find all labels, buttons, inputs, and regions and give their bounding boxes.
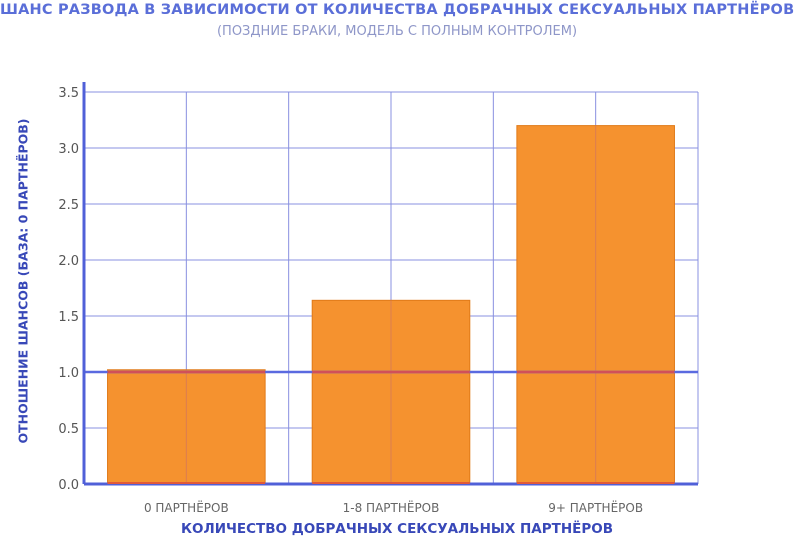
x-tick-labels: 0 ПАРТНЁРОВ 1-8 ПАРТНЁРОВ 9+ ПАРТНЁРОВ [144,500,643,515]
x-tick-label: 9+ ПАРТНЁРОВ [548,500,643,515]
y-axis-label: ОТНОШЕНИЕ ШАНСОВ (БАЗА: 0 ПАРТНЁРОВ) [15,118,31,444]
chart-subtitle: (ПОЗДНИЕ БРАКИ, МОДЕЛЬ С ПОЛНЫМ КОНТРОЛЕ… [216,24,578,39]
y-tick-label: 0.0 [58,478,79,493]
y-tick-label: 1.5 [58,310,79,325]
y-tick-label: 3.5 [58,86,79,101]
y-tick-labels: 0.0 0.5 1.0 1.5 2.0 2.5 3.0 3.5 [58,86,79,493]
chart-title: ШАНС РАЗВОДА В ЗАВИСИМОСТИ ОТ КОЛИЧЕСТВА… [0,2,794,18]
bars [107,125,675,485]
y-tick-label: 0.5 [58,422,79,437]
x-tick-label: 1-8 ПАРТНЁРОВ [343,500,440,515]
y-tick-label: 1.0 [58,366,79,381]
x-axis-label: КОЛИЧЕСТВО ДОБРАЧНЫХ СЕКСУАЛЬНЫХ ПАРТНЁР… [180,521,614,537]
y-tick-label: 2.0 [58,254,79,269]
y-tick-label: 3.0 [58,142,79,157]
y-tick-label: 2.5 [58,198,79,213]
x-tick-label: 0 ПАРТНЁРОВ [144,500,229,515]
axes [82,82,698,486]
